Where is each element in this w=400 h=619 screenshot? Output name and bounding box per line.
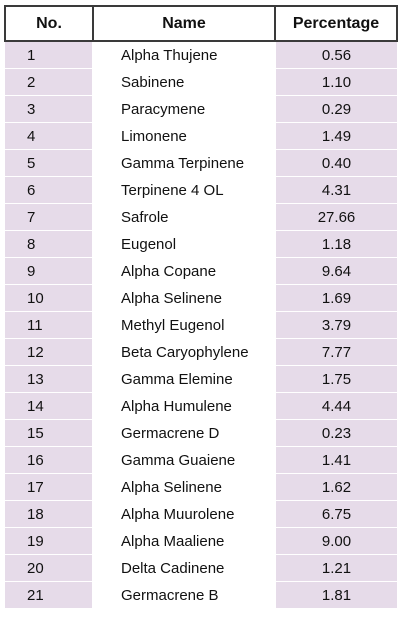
compound-table: No. Name Percentage 1 Alpha Thujene 0.56 2 S… <box>4 5 398 608</box>
compound-name-cell: Alpha Maaliene <box>93 527 275 555</box>
table-row: 15 Germacrene D 0.23 <box>5 419 397 447</box>
table-row: 4 Limonene 1.49 <box>5 122 397 150</box>
compound-name-cell: Germacrene D <box>93 419 275 447</box>
table-row: 2 Sabinene 1.10 <box>5 68 397 96</box>
row-number-cell: 11 <box>5 311 94 339</box>
compound-name-cell: Eugenol <box>93 230 275 258</box>
table-body: 1 Alpha Thujene 0.56 2 Sabinene 1.10 3 Paracyme… <box>5 41 397 608</box>
table-row: 13 Gamma Elemine 1.75 <box>5 365 397 393</box>
table-row: 19 Alpha Maaliene 9.00 <box>5 527 397 555</box>
compound-table-container: No. Name Percentage 1 Alpha Thujene 0.56 2 S… <box>4 5 398 608</box>
row-number-cell: 7 <box>5 203 94 231</box>
percentage-cell: 1.18 <box>274 230 397 258</box>
percentage-cell: 1.81 <box>274 581 397 608</box>
row-number-cell: 19 <box>5 527 94 555</box>
header-name: Name <box>92 5 276 42</box>
table-row: 9 Alpha Copane 9.64 <box>5 257 397 285</box>
compound-name-cell: Alpha Copane <box>93 257 275 285</box>
compound-name-cell: Sabinene <box>93 68 275 96</box>
percentage-cell: 1.41 <box>274 446 397 474</box>
row-number-cell: 6 <box>5 176 94 204</box>
compound-name-cell: Methyl Eugenol <box>93 311 275 339</box>
percentage-cell: 1.62 <box>274 473 397 501</box>
percentage-cell: 1.21 <box>274 554 397 582</box>
row-number-cell: 15 <box>5 419 94 447</box>
table-row: 18 Alpha Muurolene 6.75 <box>5 500 397 528</box>
row-number-cell: 12 <box>5 338 94 366</box>
table-row: 14 Alpha Humulene 4.44 <box>5 392 397 420</box>
table-row: 3 Paracymene 0.29 <box>5 95 397 123</box>
percentage-cell: 0.40 <box>274 149 397 177</box>
table-row: 7 Safrole 27.66 <box>5 203 397 231</box>
row-number-cell: 10 <box>5 284 94 312</box>
compound-name-cell: Beta Caryophylene <box>93 338 275 366</box>
percentage-cell: 1.75 <box>274 365 397 393</box>
table-row: 5 Gamma Terpinene 0.40 <box>5 149 397 177</box>
table-row: 1 Alpha Thujene 0.56 <box>5 41 397 69</box>
row-number-cell: 5 <box>5 149 94 177</box>
percentage-cell: 0.29 <box>274 95 397 123</box>
percentage-cell: 0.56 <box>274 41 397 69</box>
compound-name-cell: Gamma Guaiene <box>93 446 275 474</box>
percentage-cell: 1.69 <box>274 284 397 312</box>
row-number-cell: 9 <box>5 257 94 285</box>
header-percentage: Percentage <box>274 5 398 42</box>
table-row: 10 Alpha Selinene 1.69 <box>5 284 397 312</box>
row-number-cell: 17 <box>5 473 94 501</box>
compound-name-cell: Safrole <box>93 203 275 231</box>
compound-name-cell: Alpha Muurolene <box>93 500 275 528</box>
compound-name-cell: Gamma Terpinene <box>93 149 275 177</box>
compound-name-cell: Alpha Selinene <box>93 473 275 501</box>
percentage-cell: 9.00 <box>274 527 397 555</box>
row-number-cell: 21 <box>5 581 94 608</box>
table-row: 21 Germacrene B 1.81 <box>5 581 397 608</box>
header-no: No. <box>4 5 94 42</box>
table-row: 16 Gamma Guaiene 1.41 <box>5 446 397 474</box>
table-row: 17 Alpha Selinene 1.62 <box>5 473 397 501</box>
compound-name-cell: Limonene <box>93 122 275 150</box>
table-row: 20 Delta Cadinene 1.21 <box>5 554 397 582</box>
table-header: No. Name Percentage <box>4 5 398 42</box>
compound-name-cell: Alpha Thujene <box>93 41 275 69</box>
row-number-cell: 14 <box>5 392 94 420</box>
percentage-cell: 1.10 <box>274 68 397 96</box>
row-number-cell: 3 <box>5 95 94 123</box>
row-number-cell: 8 <box>5 230 94 258</box>
percentage-cell: 4.31 <box>274 176 397 204</box>
compound-name-cell: Terpinene 4 OL <box>93 176 275 204</box>
compound-name-cell: Alpha Humulene <box>93 392 275 420</box>
compound-name-cell: Gamma Elemine <box>93 365 275 393</box>
percentage-cell: 9.64 <box>274 257 397 285</box>
percentage-cell: 4.44 <box>274 392 397 420</box>
percentage-cell: 0.23 <box>274 419 397 447</box>
table-row: 8 Eugenol 1.18 <box>5 230 397 258</box>
percentage-cell: 1.49 <box>274 122 397 150</box>
percentage-cell: 3.79 <box>274 311 397 339</box>
percentage-cell: 27.66 <box>274 203 397 231</box>
compound-name-cell: Alpha Selinene <box>93 284 275 312</box>
row-number-cell: 13 <box>5 365 94 393</box>
percentage-cell: 6.75 <box>274 500 397 528</box>
table-row: 12 Beta Caryophylene 7.77 <box>5 338 397 366</box>
row-number-cell: 20 <box>5 554 94 582</box>
row-number-cell: 4 <box>5 122 94 150</box>
compound-name-cell: Delta Cadinene <box>93 554 275 582</box>
table-row: 6 Terpinene 4 OL 4.31 <box>5 176 397 204</box>
header-row: No. Name Percentage <box>4 5 398 42</box>
compound-name-cell: Germacrene B <box>93 581 275 608</box>
percentage-cell: 7.77 <box>274 338 397 366</box>
row-number-cell: 16 <box>5 446 94 474</box>
row-number-cell: 2 <box>5 68 94 96</box>
row-number-cell: 18 <box>5 500 94 528</box>
row-number-cell: 1 <box>5 41 94 69</box>
compound-name-cell: Paracymene <box>93 95 275 123</box>
table-row: 11 Methyl Eugenol 3.79 <box>5 311 397 339</box>
